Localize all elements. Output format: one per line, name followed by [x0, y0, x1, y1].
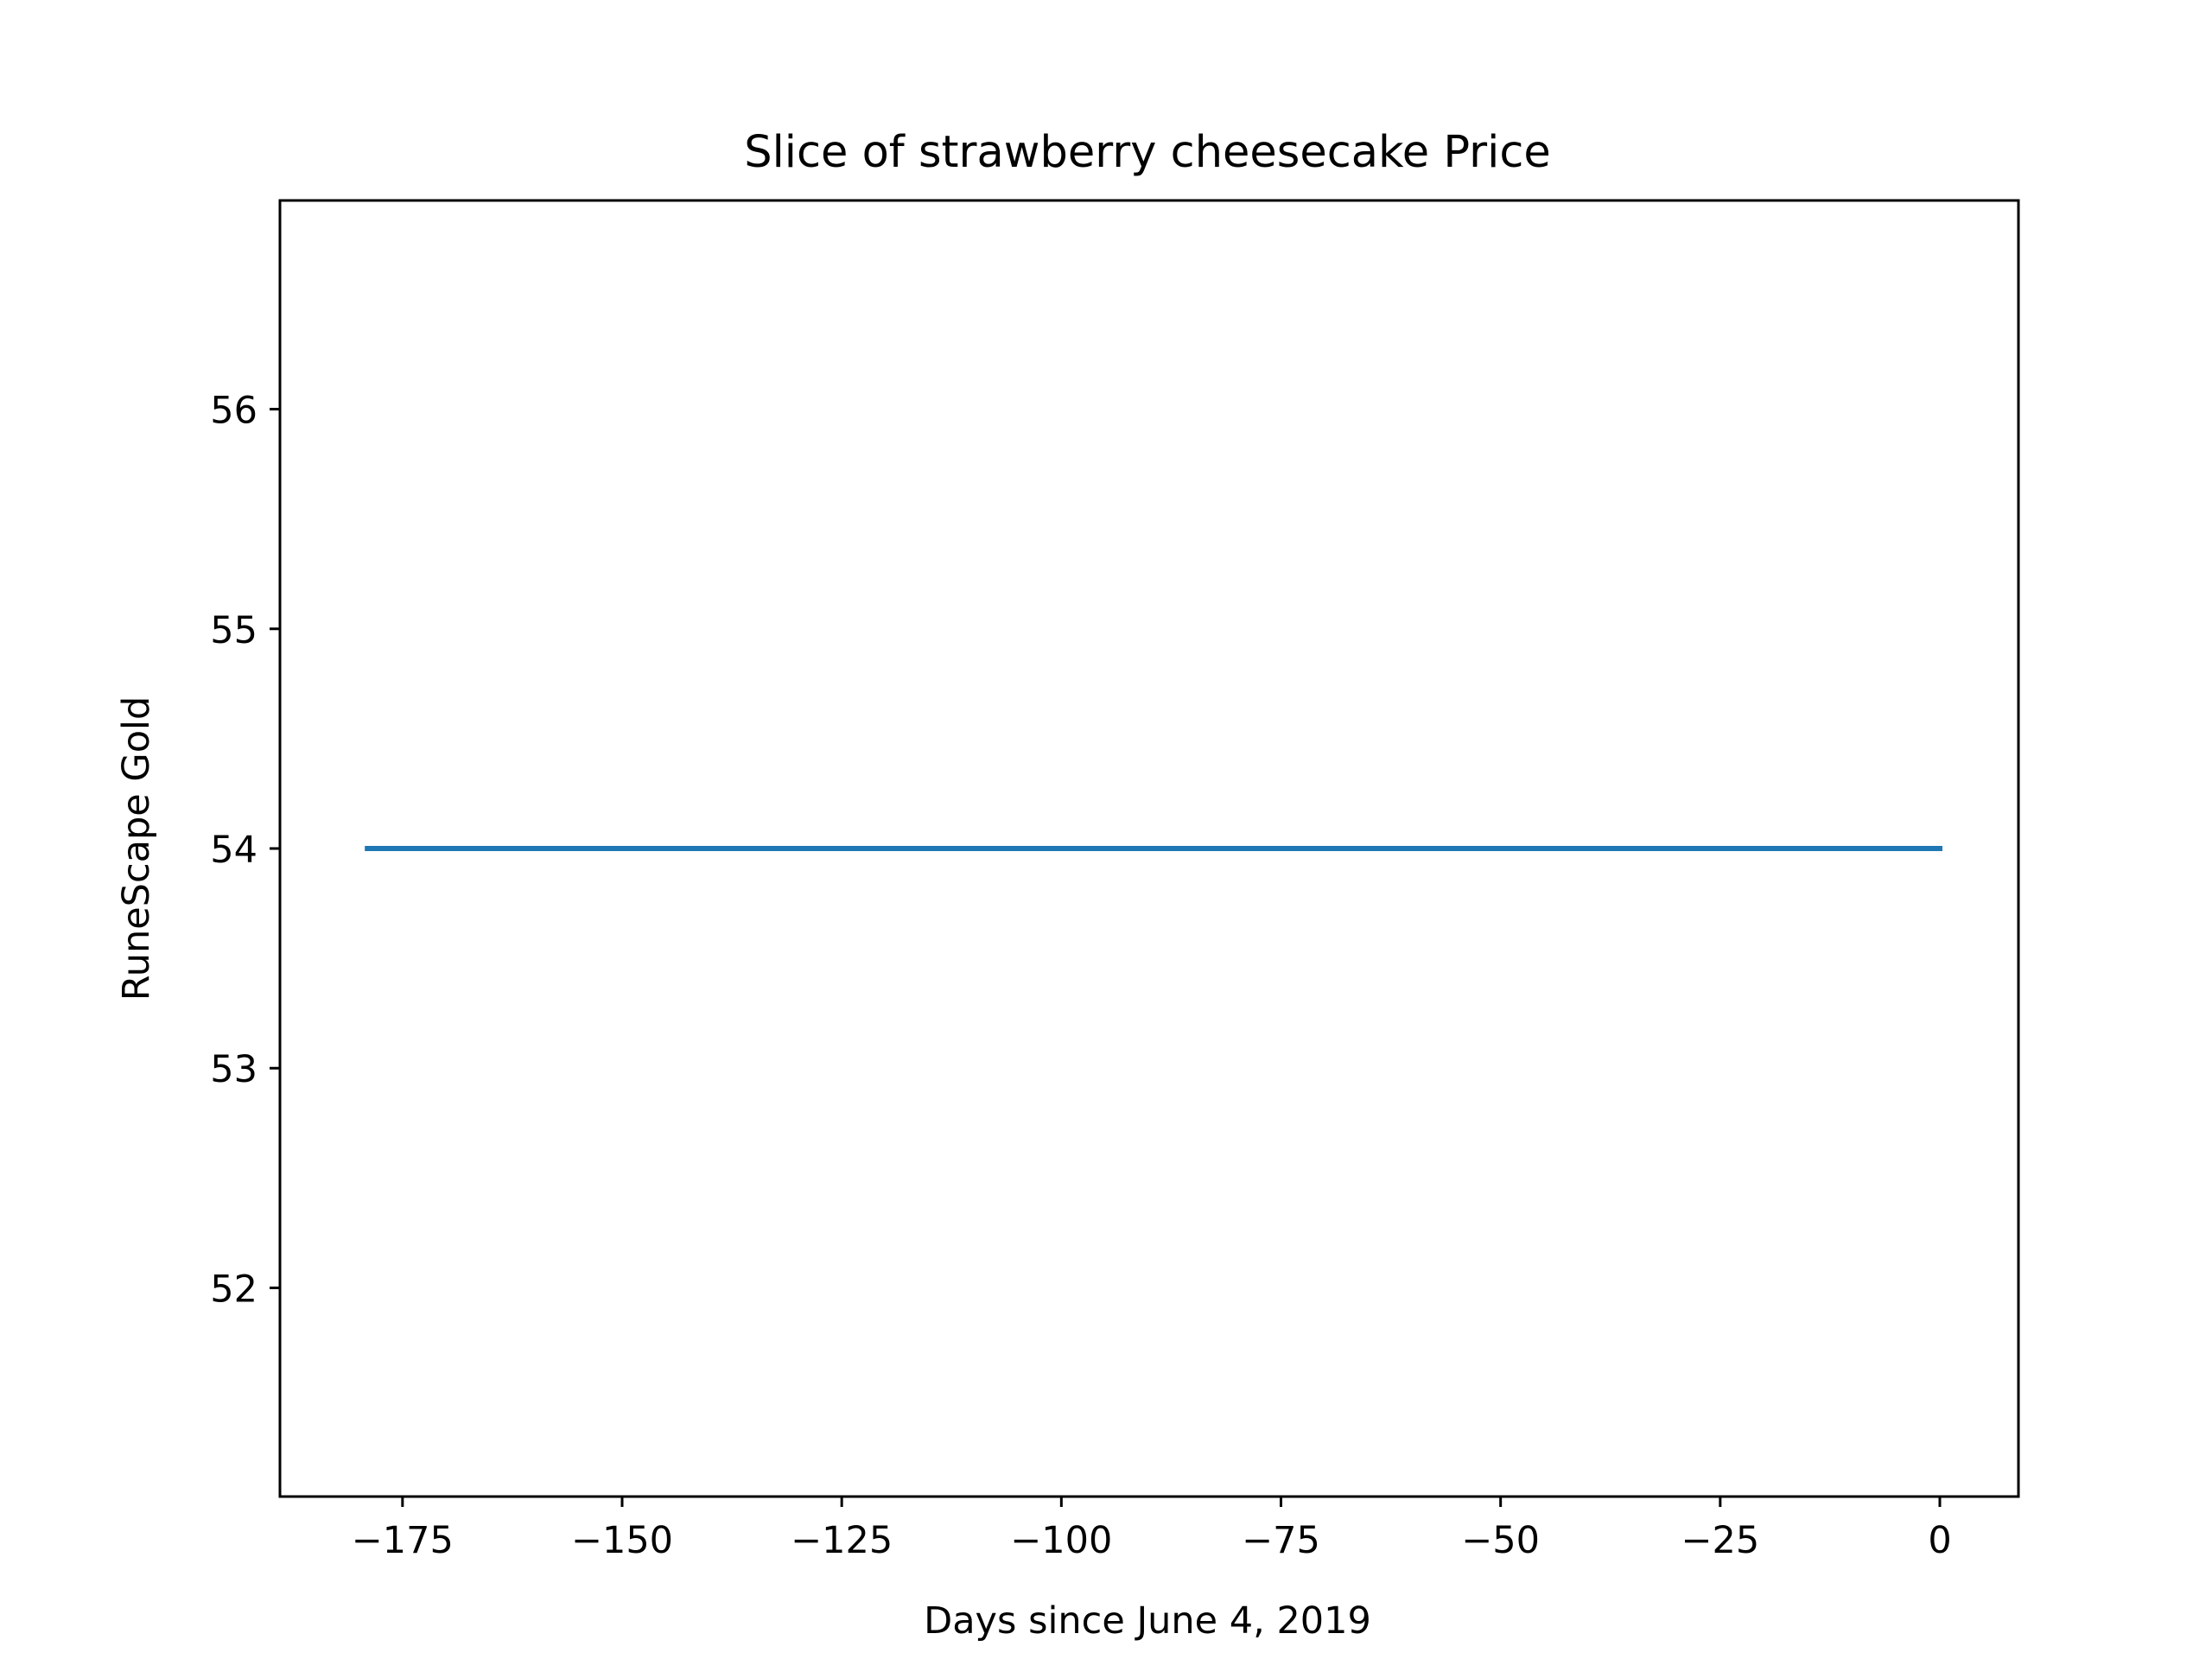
y-tick-label: 55 — [210, 609, 257, 652]
x-tick-label: −25 — [1681, 1519, 1759, 1562]
chart-title: Slice of strawberry cheesecake Price — [744, 127, 1550, 178]
y-axis-label: RuneScape Gold — [115, 696, 158, 1001]
y-tick-label: 52 — [210, 1268, 257, 1311]
x-tick-label: −75 — [1242, 1519, 1320, 1562]
y-axis: 52 53 54 55 56 — [210, 390, 280, 1311]
y-tick-label: 56 — [210, 390, 257, 433]
x-tick-label: −150 — [571, 1519, 673, 1562]
x-tick-label: −175 — [352, 1519, 454, 1562]
x-tick-label: −50 — [1461, 1519, 1540, 1562]
x-axis: −175 −150 −125 −100 −75 −50 −25 0 — [352, 1497, 1952, 1562]
x-tick-label: −100 — [1010, 1519, 1112, 1562]
x-axis-label: Days since June 4, 2019 — [924, 1599, 1371, 1643]
y-tick-label: 54 — [210, 829, 257, 872]
x-tick-label: −125 — [791, 1519, 893, 1562]
x-tick-label: 0 — [1928, 1519, 1951, 1562]
y-tick-label: 53 — [210, 1048, 257, 1091]
